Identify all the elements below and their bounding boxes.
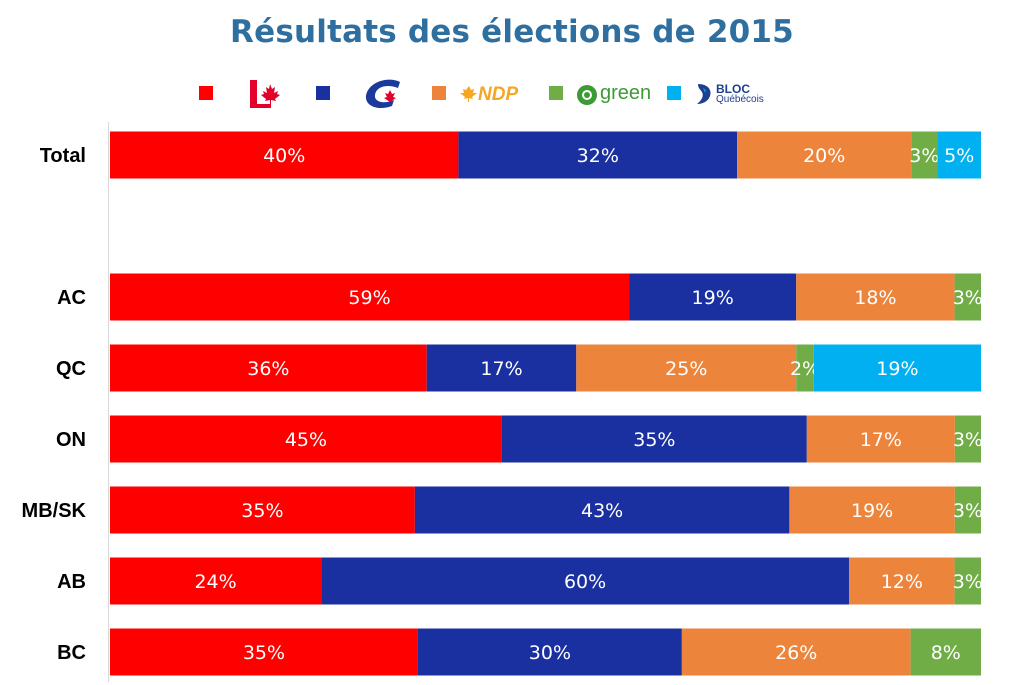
data-label: 17% (480, 358, 522, 380)
data-label: 36% (247, 358, 289, 380)
data-label: 26% (775, 642, 817, 664)
chart-title: Résultats des élections de 2015 (230, 14, 794, 50)
bar-segment (910, 628, 981, 676)
data-label: 35% (243, 642, 285, 664)
data-label: 25% (665, 358, 707, 380)
bar-segment (414, 486, 790, 534)
data-label: 19% (876, 358, 918, 380)
legend-swatch-bloc (667, 86, 681, 100)
bar-segment (937, 131, 981, 179)
legend-swatch-ndp (432, 86, 446, 100)
data-label: 3% (909, 145, 939, 167)
data-label: 45% (285, 429, 327, 451)
bar-segment (681, 628, 911, 676)
data-label: 59% (348, 287, 390, 309)
legend: NDP green BLOC Québécois (0, 74, 1024, 114)
bar-segment (110, 486, 415, 534)
bar-segment (110, 131, 459, 179)
liberal-logo (250, 80, 280, 108)
category-axis-line (108, 122, 109, 682)
data-label: 30% (529, 642, 571, 664)
bar-segment (796, 344, 814, 392)
bar-segment (806, 415, 955, 463)
bar-segment (110, 628, 418, 676)
bar-segment (110, 344, 427, 392)
bar-segment (629, 273, 797, 321)
data-label: 3% (953, 287, 983, 309)
data-label: 18% (854, 287, 896, 309)
data-label: 35% (633, 429, 675, 451)
data-label: 19% (851, 500, 893, 522)
bar-segment (911, 131, 938, 179)
bar-segment (110, 273, 630, 321)
bloc-logo-subtext: Québécois (716, 94, 764, 105)
data-label: 32% (577, 145, 619, 167)
legend-swatch-liberal (199, 86, 213, 100)
data-label: 43% (581, 500, 623, 522)
bar-segment (110, 415, 502, 463)
bar-segment (796, 273, 955, 321)
category-label: AB (57, 571, 86, 593)
category-label: QC (56, 358, 86, 380)
bar-segment (501, 415, 807, 463)
ndp-logo-text: NDP (478, 84, 519, 105)
bar-segment (813, 344, 981, 392)
bar-segment (954, 486, 981, 534)
bar-segment (954, 273, 981, 321)
bar-segment (321, 557, 850, 605)
data-label: 3% (953, 571, 983, 593)
bloc-logo-text: BLOC (716, 82, 750, 96)
data-label: 60% (564, 571, 606, 593)
bar-segment (954, 557, 981, 605)
category-label: BC (57, 642, 86, 664)
data-label: 3% (953, 500, 983, 522)
category-label: Total (40, 145, 86, 167)
legend-swatch-conservative (316, 86, 330, 100)
bar-segment (849, 557, 955, 605)
data-label: 40% (263, 145, 305, 167)
category-label: MB/SK (22, 500, 87, 522)
bar-segment (417, 628, 682, 676)
green-logo: green (576, 76, 656, 112)
data-label: 17% (860, 429, 902, 451)
data-label: 3% (953, 429, 983, 451)
category-label: AC (57, 287, 86, 309)
bar-segment (110, 557, 322, 605)
bloc-logo: BLOC Québécois (694, 76, 774, 112)
data-label: 19% (692, 287, 734, 309)
data-label: 35% (241, 500, 283, 522)
data-label: 24% (194, 571, 236, 593)
bar-segment (576, 344, 797, 392)
data-label: 2% (790, 358, 820, 380)
legend-swatch-green (549, 86, 563, 100)
category-label: ON (56, 429, 86, 451)
conservative-logo (365, 79, 400, 108)
data-label: 20% (803, 145, 845, 167)
data-label: 12% (881, 571, 923, 593)
bar-segment (954, 415, 981, 463)
data-label: 5% (944, 145, 974, 167)
bar-segment (789, 486, 955, 534)
green-logo-text: green (600, 82, 652, 104)
data-label: 8% (931, 642, 961, 664)
ndp-logo: NDP (460, 76, 532, 112)
bar-segment (737, 131, 912, 179)
bar-segment (458, 131, 738, 179)
bar-segment (426, 344, 577, 392)
